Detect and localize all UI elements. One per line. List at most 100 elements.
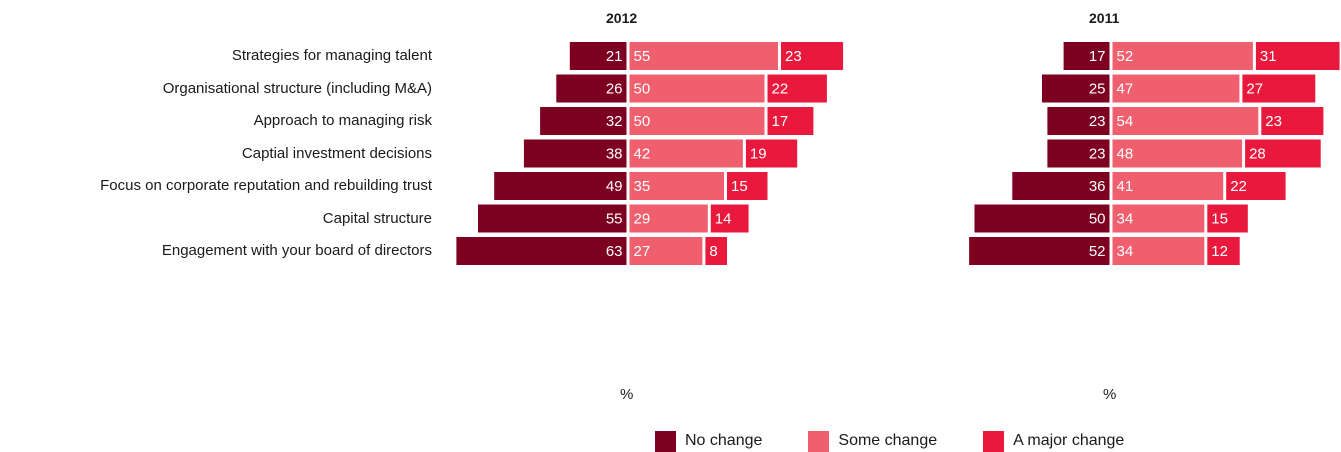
data-label: 26 — [606, 81, 623, 98]
bar-no-change — [494, 172, 627, 200]
data-label: 34 — [1117, 243, 1134, 260]
bar-some-change — [629, 42, 778, 70]
bar-no-change — [1012, 172, 1110, 200]
bar-some-change — [1112, 172, 1224, 200]
panel-title: 2011 — [1089, 10, 1120, 26]
bar-some-change — [1112, 139, 1243, 168]
bar-some-change — [1112, 42, 1253, 70]
bar-major-change — [767, 107, 814, 135]
data-label: 49 — [606, 178, 623, 195]
bar-some-change — [629, 74, 765, 103]
bar-no-change — [456, 237, 627, 265]
category-label: Organisational structure (including M&A) — [162, 79, 432, 97]
category-label: Capital structure — [322, 209, 432, 227]
bar-no-change — [1042, 74, 1110, 103]
bar-some-change — [1112, 74, 1240, 103]
data-label: 23 — [1089, 113, 1106, 130]
bar-major-change — [1207, 204, 1248, 233]
legend-label: A major change — [1013, 432, 1125, 449]
data-label: 17 — [772, 113, 789, 130]
bar-no-change — [478, 204, 627, 233]
category-label: Strategies for managing talent — [231, 47, 432, 64]
panel-title: 2012 — [606, 10, 638, 26]
bar-major-change — [781, 42, 844, 70]
data-label: 50 — [634, 113, 651, 130]
data-label: 54 — [1117, 113, 1134, 130]
data-label: 42 — [634, 146, 651, 163]
bar-some-change — [1112, 204, 1205, 233]
legend-item: No change — [655, 430, 763, 452]
bar-no-change — [1047, 139, 1110, 168]
legend-item: A major change — [983, 430, 1125, 452]
legend-label: No change — [685, 432, 763, 449]
data-label: 63 — [606, 243, 623, 260]
data-label: 17 — [1089, 48, 1106, 65]
data-label: 32 — [606, 113, 623, 130]
bar-some-change — [629, 237, 703, 265]
data-label: 55 — [606, 211, 623, 228]
data-label: 52 — [1089, 243, 1106, 260]
category-label: Engagement with your board of directors — [161, 242, 432, 259]
unit-label: % — [620, 386, 634, 403]
data-label: 19 — [750, 146, 767, 163]
bar-no-change — [1047, 107, 1110, 135]
data-label: 22 — [1230, 178, 1247, 195]
legend-item: Some change — [808, 430, 938, 452]
bar-some-change — [629, 172, 724, 200]
unit-label: % — [1103, 386, 1117, 403]
legend-label: Some change — [838, 432, 938, 449]
bar-major-change — [1207, 237, 1240, 265]
legend: No change Some change A major change — [655, 430, 1170, 452]
data-label: 23 — [785, 48, 802, 65]
bar-no-change — [540, 107, 627, 135]
bar-some-change — [629, 107, 765, 135]
bar-major-change — [1261, 107, 1324, 135]
bar-major-change — [705, 237, 727, 265]
legend-swatch — [808, 430, 830, 452]
bar-major-change — [710, 204, 749, 233]
bar-no-change — [1063, 42, 1110, 70]
category-label: Approach to managing risk — [253, 112, 432, 129]
data-label: 14 — [715, 211, 732, 228]
data-label: 50 — [634, 81, 651, 98]
bar-major-change — [1255, 42, 1340, 70]
data-label: 8 — [709, 243, 717, 260]
bar-some-change — [1112, 237, 1205, 265]
bar-major-change — [767, 74, 827, 103]
bar-major-change — [745, 139, 798, 168]
data-label: 50 — [1089, 211, 1106, 228]
data-label: 47 — [1117, 81, 1134, 98]
data-label: 35 — [634, 178, 651, 195]
data-label: 23 — [1265, 113, 1282, 130]
data-label: 12 — [1211, 243, 1228, 260]
category-label: Captial investment decisions — [241, 144, 432, 162]
bar-no-change — [569, 42, 627, 70]
data-label: 55 — [634, 48, 651, 65]
bar-major-change — [1245, 139, 1321, 168]
data-label: 15 — [731, 178, 748, 195]
bar-some-change — [629, 204, 708, 233]
data-label: 27 — [634, 243, 651, 260]
bar-no-change — [974, 204, 1110, 233]
bar-some-change — [1112, 107, 1259, 135]
bar-some-change — [629, 139, 743, 168]
category-label: Focus on corporate reputation and rebuil… — [100, 177, 432, 194]
data-label: 23 — [1089, 146, 1106, 163]
bar-major-change — [1226, 172, 1286, 200]
data-label: 15 — [1211, 211, 1228, 228]
data-label: 38 — [606, 146, 623, 163]
data-label: 25 — [1089, 81, 1106, 98]
data-label: 31 — [1260, 48, 1277, 65]
legend-swatch — [983, 430, 1005, 452]
data-label: 28 — [1249, 146, 1266, 163]
data-label: 21 — [606, 48, 623, 65]
data-label: 52 — [1117, 48, 1134, 65]
data-label: 22 — [772, 81, 789, 98]
bar-no-change — [523, 139, 627, 168]
data-label: 27 — [1246, 81, 1263, 98]
bar-no-change — [969, 237, 1110, 265]
legend-swatch — [655, 430, 676, 452]
data-label: 34 — [1117, 211, 1134, 228]
